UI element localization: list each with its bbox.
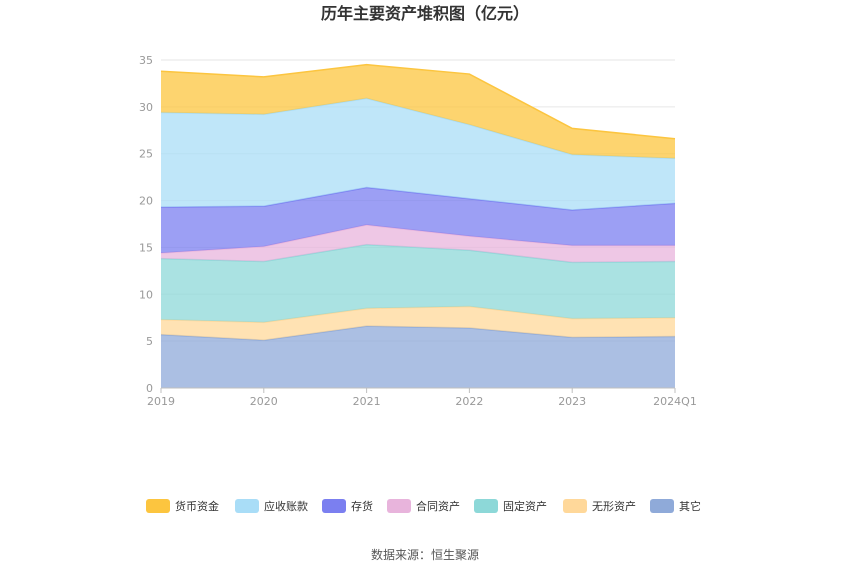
y-tick-label: 20 xyxy=(139,195,153,208)
y-tick-label: 30 xyxy=(139,101,153,114)
legend-swatch xyxy=(235,499,259,513)
legend-label: 应收账款 xyxy=(264,499,308,513)
legend-swatch xyxy=(387,499,411,513)
legend-item[interactable]: 货币资金 xyxy=(146,499,219,513)
y-tick-label: 35 xyxy=(139,54,153,67)
x-tick-label: 2022 xyxy=(455,395,483,408)
legend-item[interactable]: 存货 xyxy=(322,499,373,513)
area-top-line-6 xyxy=(160,63,676,140)
area-5 xyxy=(161,98,675,210)
x-tick-label: 2024Q1 xyxy=(653,395,697,408)
source-note: 数据来源：恒生聚源 xyxy=(371,547,479,562)
legend-swatch xyxy=(650,499,674,513)
legend-swatch xyxy=(322,499,346,513)
chart-title: 历年主要资产堆积图（亿元） xyxy=(321,4,529,23)
area-2 xyxy=(161,244,675,323)
x-tick-label: 2019 xyxy=(147,395,175,408)
legend-label: 固定资产 xyxy=(503,499,547,513)
legend-label: 其它 xyxy=(679,499,701,513)
area-1 xyxy=(161,306,675,341)
y-tick-label: 10 xyxy=(139,288,153,301)
x-tick-label: 2020 xyxy=(250,395,278,408)
y-tick-label: 5 xyxy=(146,335,153,348)
legend-item[interactable]: 无形资产 xyxy=(563,499,636,513)
y-tick-label: 15 xyxy=(139,241,153,254)
x-tick-label: 2023 xyxy=(558,395,586,408)
area-3 xyxy=(161,224,675,263)
legend-item[interactable]: 其它 xyxy=(650,499,701,513)
legend-label: 存货 xyxy=(351,499,373,513)
legend-swatch xyxy=(146,499,170,513)
legend-swatch xyxy=(474,499,498,513)
area-0 xyxy=(161,326,675,388)
legend-item[interactable]: 固定资产 xyxy=(474,499,547,513)
legend-swatch xyxy=(563,499,587,513)
area-series xyxy=(160,63,676,388)
y-tick-label: 0 xyxy=(146,382,153,395)
axes: 0 5 10 15 20 25 30 35 2019 2020 2021 2022 2023 2024Q1 xyxy=(139,54,697,408)
x-tick-label: 2021 xyxy=(353,395,381,408)
area-4 xyxy=(161,187,675,254)
legend-label: 货币资金 xyxy=(175,499,219,513)
legend-label: 无形资产 xyxy=(592,499,636,513)
legend-item[interactable]: 应收账款 xyxy=(235,499,308,513)
y-tick-label: 25 xyxy=(139,148,153,161)
legend-item[interactable]: 合同资产 xyxy=(387,499,460,513)
legend: 货币资金 应收账款 存货 合同资产 固定资产 无形资产 其它 xyxy=(146,499,701,513)
legend-label: 合同资产 xyxy=(416,499,460,513)
